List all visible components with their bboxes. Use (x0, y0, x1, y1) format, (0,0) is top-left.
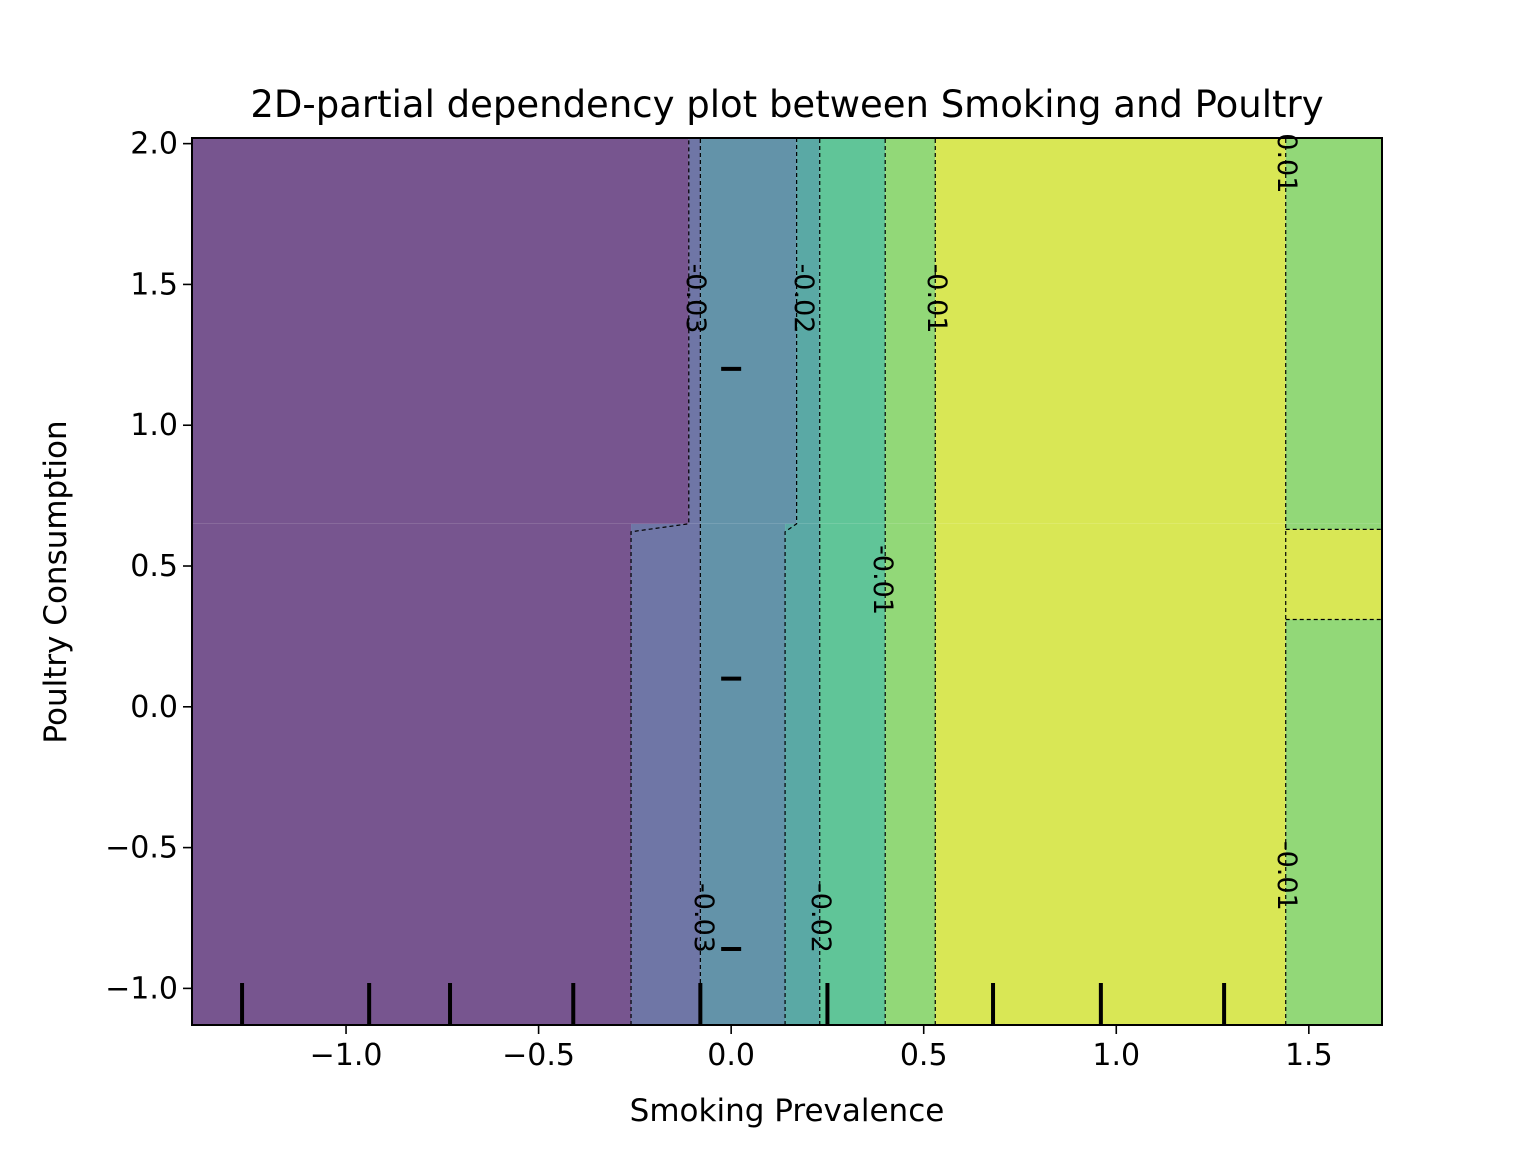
contour-band-lower (700, 523, 786, 1025)
x-tick-label: 0.0 (707, 1038, 755, 1073)
plot-frame (191, 137, 1383, 1026)
x-tick-label: −0.5 (502, 1038, 575, 1073)
contour-band-lower (785, 523, 820, 1025)
contour-label: -0.02 (788, 264, 819, 334)
contour-line (784, 138, 798, 1025)
contour-band-lower (819, 523, 886, 1025)
y-axis: −1.0 −0.5 0.0 0.5 1.0 1.5 2.0 (105, 127, 192, 1006)
contour-band-upper (885, 138, 936, 524)
contour-band-strip (1285, 529, 1382, 620)
y-tick-label: −0.5 (105, 831, 178, 866)
contour-label: 0.01 (1271, 133, 1302, 193)
y-tick-label: 0.5 (130, 549, 178, 584)
contour-band-upper (1285, 138, 1382, 524)
x-axis-label: Smoking Prevalence (630, 1093, 945, 1129)
contour-band-lower (631, 523, 701, 1025)
x-tick-label: −1.0 (310, 1038, 383, 1073)
contour-band-upper (935, 138, 1286, 524)
chart-title: 2D-partial dependency plot between Smoki… (250, 83, 1323, 126)
contour-label: -0.01 (867, 545, 898, 615)
contour-band-upper (192, 138, 689, 524)
x-tick-label: 0.5 (900, 1038, 948, 1073)
contour-band-upper (688, 138, 701, 524)
contour-label: -0.01 (1271, 841, 1302, 911)
contour-label: -0.02 (805, 883, 836, 953)
y-tick-label: −1.0 (105, 971, 178, 1006)
contour-label: -0.03 (688, 883, 719, 953)
y-tick-label: 1.0 (130, 408, 178, 443)
contour-band-upper (796, 138, 820, 524)
contour-band-lower (935, 523, 1286, 1025)
y-tick-label: 0.0 (130, 690, 178, 725)
contour-band-lower (885, 523, 936, 1025)
plot-area: -0.03 -0.02 -0.01 -0.01 0.01 -0.03 -0.02 -0.01 (192, 133, 1382, 1025)
contour-line (630, 138, 690, 1025)
contour-band-lower (192, 523, 632, 1025)
x-tick-label: 1.5 (1285, 1038, 1333, 1073)
contour-label: -0.03 (680, 264, 711, 334)
contour-label: -0.01 (921, 264, 952, 334)
y-tick-label: 2.0 (130, 127, 178, 162)
y-tick-label: 1.5 (130, 267, 178, 302)
y-axis-label: Poultry Consumption (38, 420, 74, 743)
contour-band-upper (819, 138, 886, 524)
x-tick-label: 1.0 (1092, 1038, 1140, 1073)
contour-band-upper (700, 138, 797, 524)
x-axis: −1.0 −0.5 0.0 0.5 1.0 1.5 (310, 1025, 1333, 1073)
